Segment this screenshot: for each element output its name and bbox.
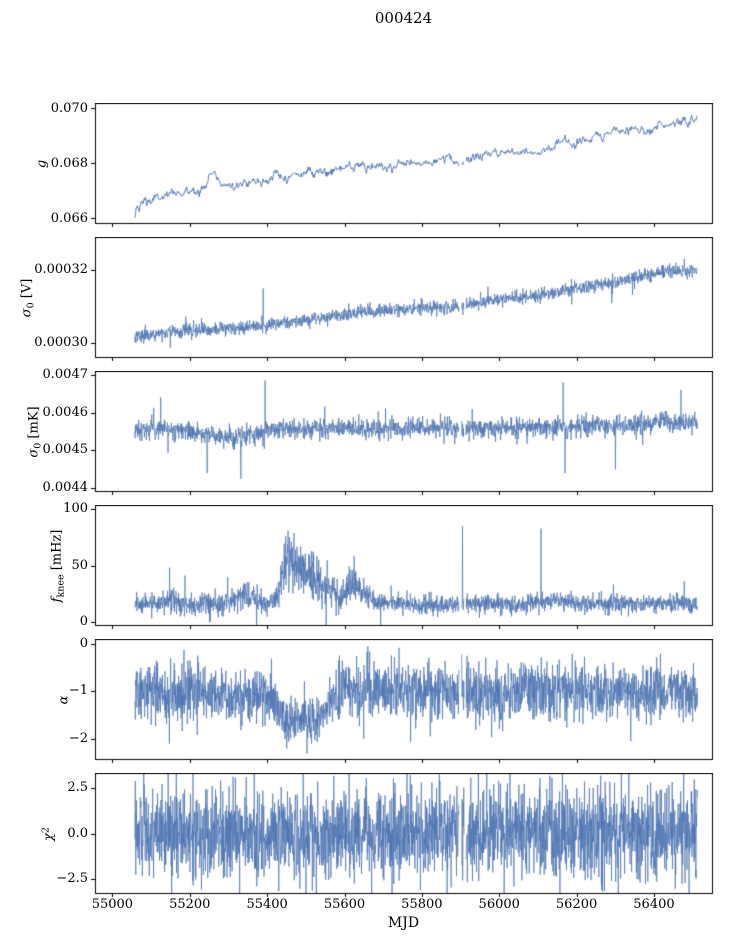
y-axis-label-segment: χ [41,832,57,841]
y-tick-label: 0.066 [50,210,88,226]
y-axis-label-segment: [V] [19,278,34,302]
panel-sigma0-V: σ0 [V] 0.00030 0.00032 [0,237,739,364]
panel-fknee: fknee [mHz] 0 50 100 [0,501,739,632]
plot-canvas-fknee [0,505,739,632]
y-tick-label: 0.0045 [42,442,89,458]
x-tick-labels: 55000 55200 55400 55600 55800 56000 56200 56400 [0,897,739,913]
x-tick-label: 55800 [401,897,443,912]
y-axis-label-segment: σ [19,307,34,317]
y-axis-label-segment: 2 [40,826,52,833]
y-tick-label: 0 [79,613,88,629]
y-axis-label-segment: [mK] [26,405,42,443]
x-tick-label: 56200 [555,897,598,912]
plot-canvas-sigma0-V [0,237,739,364]
x-tick-label: 55200 [169,897,211,912]
y-tick-label: −2.5 [56,870,88,886]
y-tick-label: −1 [68,683,88,699]
y-axis-label-segment: 0 [25,301,36,308]
x-tick-label: 55400 [246,897,288,912]
y-axis-label-sigma0-V: σ0 [V] [19,278,36,317]
y-axis-label-fknee: fknee [mHz] [49,529,66,602]
plot-canvas-chi2 [0,773,739,900]
y-axis-label-segment: [mHz] [49,529,64,574]
y-axis-label-segment: g [34,159,49,168]
y-tick-label: 50 [71,557,88,573]
y-tick-label: 0.0047 [42,366,89,382]
figure-title: 000424 [374,9,433,27]
y-tick-label: 2.5 [67,780,88,796]
y-axis-label-segment: σ [26,448,42,458]
y-tick-label: −2 [68,730,88,746]
y-axis-label-segment: f [49,597,64,602]
plot-canvas-alpha [0,639,739,766]
y-tick-label: 0.00032 [34,262,88,277]
panel-alpha: α 0 −1 −2 [0,635,739,766]
panel-sigma0-mK: σ0 [mK] 0.0044 0.0045 0.0046 0.0047 [0,367,739,498]
plot-canvas-sigma0-mK [0,371,739,498]
x-tick-label: 55600 [323,897,366,912]
panels-container: g 0.066 0.068 0.070 σ0 [V] 0.00030 0.00032 σ0 [… [0,100,739,900]
y-axis-label-segment: knee [55,573,66,598]
x-tick-label: 56000 [478,897,520,912]
y-axis-label-g: g [34,159,49,167]
x-tick-label: 56400 [633,897,675,912]
y-tick-label: 0 [79,635,88,651]
y-tick-label: 0.0046 [42,404,89,420]
y-tick-label: 100 [63,501,88,517]
x-tick-label: 55000 [91,897,134,912]
y-axis-label-chi2: χ2 [40,826,57,841]
y-tick-label: 0.00030 [34,335,88,351]
x-axis-title: MJD [387,915,420,931]
panel-g: g 0.066 0.068 0.070 [0,100,739,230]
y-axis-label-sigma0-mK: σ0 [mK] [26,405,44,458]
y-tick-label: 0.070 [50,100,88,116]
plot-canvas-g [0,103,739,230]
y-tick-label: 0.0044 [42,480,89,496]
panel-chi2: χ2 2.5 0.0 −2.5 [0,773,739,900]
y-tick-label: 0.0 [67,825,88,841]
y-tick-label: 0.068 [50,155,88,171]
